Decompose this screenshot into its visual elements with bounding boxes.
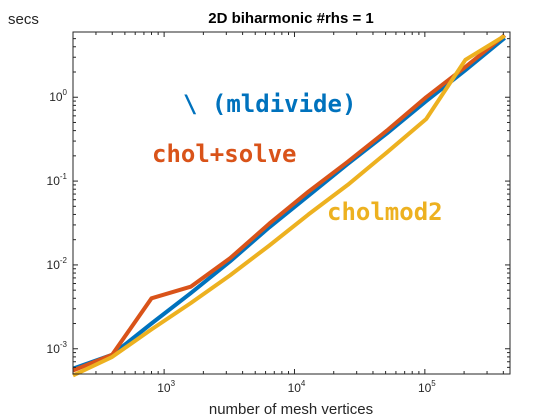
y-tick-label: 100 bbox=[49, 88, 67, 104]
series-line-3 bbox=[72, 34, 506, 378]
annotation-mldivide: \ (mldivide) bbox=[183, 90, 356, 118]
series-line-2 bbox=[72, 33, 506, 373]
x-tick-label: 103 bbox=[157, 379, 175, 395]
y-tick-label: 10-1 bbox=[47, 172, 68, 188]
x-axis-label: number of mesh vertices bbox=[209, 401, 373, 418]
series-layer bbox=[72, 33, 506, 378]
axes-box bbox=[72, 31, 511, 375]
annotation-chol-solve: chol+solve bbox=[152, 140, 297, 168]
x-tick-label: 105 bbox=[418, 379, 436, 395]
x-tick-label: 104 bbox=[288, 379, 306, 395]
annotation-cholmod2: cholmod2 bbox=[327, 198, 443, 226]
tick-layer: 103 104 105 10-3 10-2 10-1 100 bbox=[47, 31, 510, 395]
chart-title: 2D biharmonic #rhs = 1 bbox=[208, 10, 373, 27]
y-tick-label: 10-3 bbox=[47, 340, 68, 356]
series-line-1 bbox=[72, 36, 506, 371]
y-axis-label: secs bbox=[8, 11, 39, 28]
y-tick-label: 10-2 bbox=[47, 256, 68, 272]
